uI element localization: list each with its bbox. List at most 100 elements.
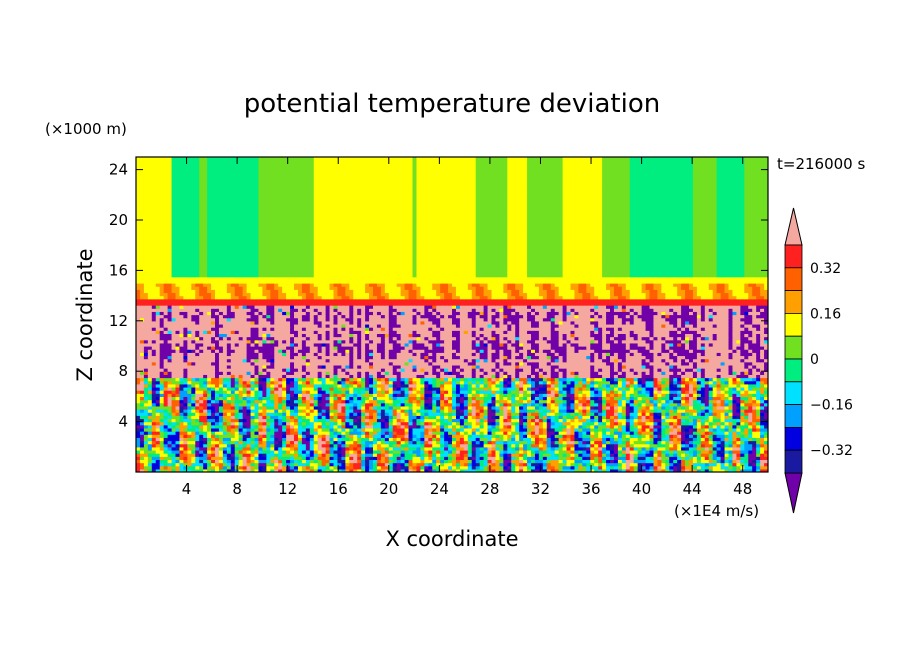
heatmap-cell: [507, 386, 512, 391]
heatmap-cell: [187, 421, 192, 426]
heatmap-cell: [286, 418, 291, 423]
heatmap-cell: [428, 402, 433, 407]
heatmap-cell: [262, 415, 267, 420]
heatmap-cell: [270, 402, 275, 407]
heatmap-cell: [479, 396, 485, 401]
heatmap-cell: [586, 462, 591, 467]
heatmap-cell: [669, 446, 674, 451]
heatmap-cell: [341, 409, 346, 413]
heatmap-cell: [384, 431, 390, 435]
heatmap-cell: [400, 402, 406, 407]
heatmap-cell: [483, 396, 489, 401]
heatmap-cell: [424, 424, 429, 429]
heatmap-cell: [420, 374, 425, 379]
heatmap-cell: [195, 399, 200, 404]
heatmap-cell: [602, 424, 607, 429]
heatmap-cell: [373, 409, 378, 413]
heatmap-cell: [203, 415, 208, 420]
heatmap-cell: [317, 431, 323, 435]
heatmap-cell: [704, 386, 710, 391]
heatmap-cell: [602, 440, 607, 445]
heatmap-cell: [546, 390, 552, 394]
heatmap-cell: [716, 462, 722, 467]
heatmap-cell: [329, 386, 335, 391]
heatmap-cell: [230, 377, 236, 382]
heatmap-cell: [195, 431, 200, 435]
heatmap-cell: [436, 399, 441, 404]
heatmap-cell: [183, 437, 188, 442]
heatmap-cell: [578, 386, 583, 391]
heatmap-cell: [613, 431, 619, 435]
heatmap-cell: [404, 468, 410, 472]
heatmap-cell: [704, 409, 710, 413]
heatmap-cell: [736, 443, 741, 448]
heatmap-cell: [598, 393, 603, 397]
heatmap-cell: [720, 449, 726, 454]
heatmap-cell: [440, 449, 445, 454]
heatmap-cell: [574, 402, 579, 407]
heatmap-cell: [226, 415, 232, 420]
heatmap-cell: [143, 374, 149, 379]
heatmap-cell: [519, 462, 524, 467]
heatmap-cell: [392, 374, 398, 379]
heatmap-cell: [661, 409, 666, 413]
heatmap-cell: [689, 383, 694, 388]
heatmap-cell: [578, 468, 583, 472]
heatmap-cell: [262, 431, 267, 435]
heatmap-cell: [345, 453, 350, 457]
heatmap-cell: [641, 427, 647, 432]
heatmap-cell: [448, 421, 453, 426]
heatmap-cell: [226, 453, 232, 457]
heatmap-cell: [649, 468, 655, 472]
heatmap-cell: [653, 446, 658, 451]
heatmap-cell: [341, 443, 346, 448]
heatmap-cell: [195, 453, 200, 457]
heatmap-cell: [380, 393, 386, 397]
heatmap-cell: [471, 399, 477, 404]
heatmap-cell: [357, 409, 362, 413]
heatmap-cell: [301, 409, 307, 413]
heatmap-cell: [527, 418, 532, 423]
heatmap-cell: [677, 427, 682, 432]
heatmap-cell: [657, 386, 662, 391]
heatmap-cell: [392, 424, 398, 429]
heatmap-cell: [436, 374, 441, 379]
heatmap-cell: [760, 462, 765, 467]
heatmap-cell: [266, 421, 271, 426]
heatmap-cell: [700, 383, 706, 388]
heatmap-cell: [617, 396, 623, 401]
heatmap-cell: [475, 374, 481, 379]
heatmap-cell: [491, 412, 497, 416]
heatmap-cell: [452, 409, 457, 413]
heatmap-cell: [404, 453, 410, 457]
heatmap-cell: [234, 371, 240, 375]
heatmap-cell: [262, 453, 267, 457]
heatmap-cell: [136, 431, 141, 435]
heatmap-cell: [321, 374, 327, 379]
heatmap-cell: [740, 377, 745, 382]
heatmap-cell: [384, 462, 390, 467]
heatmap-cell: [317, 399, 323, 404]
heatmap-cell: [661, 393, 666, 397]
heatmap-cell: [282, 399, 287, 404]
heatmap-cell: [384, 390, 390, 394]
heatmap-cell: [637, 434, 643, 438]
heatmap-cell: [254, 418, 260, 423]
heatmap-cell: [570, 396, 576, 401]
heatmap-cell: [736, 431, 741, 435]
heatmap-cell: [432, 418, 437, 423]
heatmap-cell: [633, 399, 639, 404]
heatmap-cell: [760, 465, 765, 470]
heatmap-cell: [179, 399, 184, 404]
heatmap-cell: [598, 405, 603, 410]
heatmap-cell: [653, 437, 658, 442]
heatmap-cell: [590, 437, 595, 442]
heatmap-cell: [696, 415, 702, 420]
heatmap-cell: [475, 396, 481, 401]
heatmap-cell: [396, 449, 402, 454]
heatmap-cell: [274, 468, 279, 472]
heatmap-cell: [305, 383, 311, 388]
heatmap-cell: [136, 412, 141, 416]
heatmap-cell: [507, 396, 512, 401]
heatmap-cell: [641, 446, 647, 451]
